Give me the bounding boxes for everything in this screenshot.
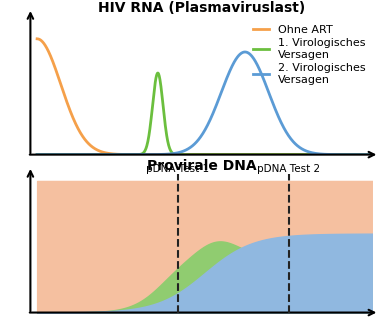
Text: pDNA Test 2: pDNA Test 2 xyxy=(257,164,320,174)
Text: pDNA Test 1: pDNA Test 1 xyxy=(146,164,209,174)
Title: HIV RNA (Plasmaviruslast): HIV RNA (Plasmaviruslast) xyxy=(98,1,305,15)
Title: Provirale DNA: Provirale DNA xyxy=(147,159,256,173)
Legend: Ohne ART, 1. Virologisches
Versagen, 2. Virologisches
Versagen: Ohne ART, 1. Virologisches Versagen, 2. … xyxy=(248,21,370,89)
